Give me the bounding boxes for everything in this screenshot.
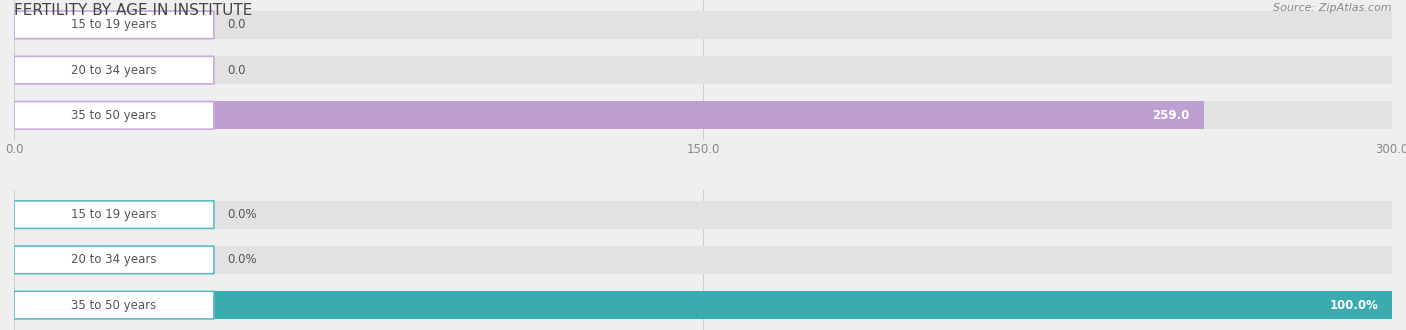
Bar xyxy=(14,101,1204,129)
Text: 35 to 50 years: 35 to 50 years xyxy=(72,109,156,122)
FancyBboxPatch shape xyxy=(14,56,214,84)
Text: 100.0%: 100.0% xyxy=(1329,299,1378,312)
FancyBboxPatch shape xyxy=(14,102,214,129)
Bar xyxy=(14,11,1392,39)
FancyBboxPatch shape xyxy=(14,201,214,228)
FancyBboxPatch shape xyxy=(14,246,214,274)
Bar xyxy=(14,56,1392,84)
Text: 0.0%: 0.0% xyxy=(228,253,257,266)
Text: 35 to 50 years: 35 to 50 years xyxy=(72,299,156,312)
Text: 20 to 34 years: 20 to 34 years xyxy=(72,253,156,266)
Text: 15 to 19 years: 15 to 19 years xyxy=(72,208,156,221)
Text: 0.0: 0.0 xyxy=(228,64,246,77)
Text: 0.0: 0.0 xyxy=(228,18,246,31)
Text: 0.0%: 0.0% xyxy=(228,208,257,221)
Bar xyxy=(14,291,1392,319)
Text: Source: ZipAtlas.com: Source: ZipAtlas.com xyxy=(1274,3,1392,13)
Bar xyxy=(14,201,1392,229)
Text: FERTILITY BY AGE IN INSTITUTE: FERTILITY BY AGE IN INSTITUTE xyxy=(14,3,253,18)
Text: 20 to 34 years: 20 to 34 years xyxy=(72,64,156,77)
FancyBboxPatch shape xyxy=(14,291,214,319)
Bar xyxy=(14,246,1392,274)
Text: 259.0: 259.0 xyxy=(1153,109,1189,122)
FancyBboxPatch shape xyxy=(14,11,214,39)
Bar xyxy=(14,101,1392,129)
Text: 15 to 19 years: 15 to 19 years xyxy=(72,18,156,31)
Bar xyxy=(14,291,1392,319)
